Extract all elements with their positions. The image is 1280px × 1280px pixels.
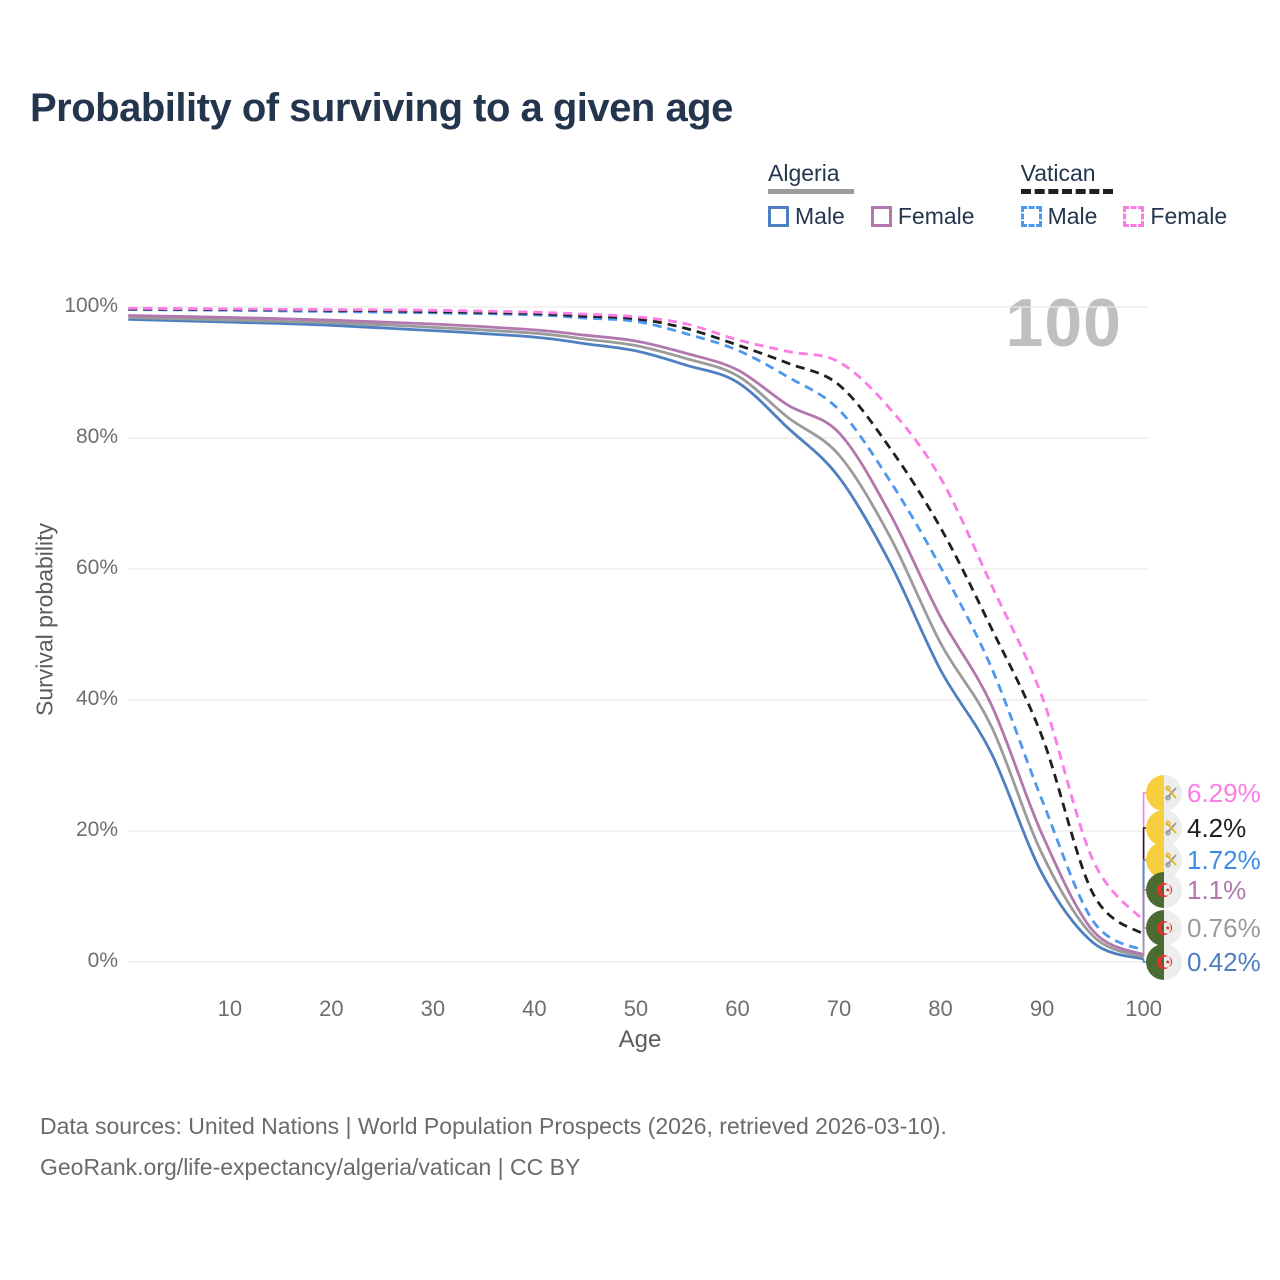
end-value-algeria-all: 0.76% — [1187, 912, 1261, 943]
x-tick-10: 10 — [217, 996, 243, 1021]
x-tick-20: 20 — [319, 996, 344, 1021]
vatican-flag-icon — [1146, 842, 1182, 878]
footer-attribution: Data sources: United Nations | World Pop… — [40, 1106, 947, 1188]
end-label-algeria-male: 0.42% — [1146, 944, 1261, 980]
curve-vatican-all[interactable] — [128, 307, 1145, 936]
algeria-flag-icon — [1146, 944, 1182, 980]
legend-group-vatican: Vatican Male Female — [1020, 160, 1227, 230]
legend-item-label: Male — [795, 203, 845, 229]
legend-group-title-vatican[interactable]: Vatican — [1020, 160, 1096, 186]
end-label-algeria-female: 1.1% — [1146, 872, 1246, 908]
algeria-flag-icon — [1146, 910, 1182, 946]
end-label-vatican-female: 6.29% — [1146, 775, 1261, 811]
legend-item-label: Female — [897, 203, 975, 229]
legend-item-vatican-female[interactable]: Female — [1123, 203, 1227, 230]
end-value-algeria-female: 1.1% — [1187, 874, 1247, 905]
x-tick-80: 80 — [928, 996, 953, 1021]
x-tick-40: 40 — [522, 996, 547, 1021]
end-label-algeria-all: 0.76% — [1146, 910, 1261, 946]
end-label-vatican-all: 4.2% — [1146, 810, 1246, 846]
x-axis-title: Age — [618, 1026, 662, 1053]
y-tick-60%: 60% — [75, 556, 118, 579]
curve-vatican-female[interactable] — [128, 306, 1145, 922]
legend-group-algeria: Algeria Male Female — [768, 160, 975, 230]
footer-data-sources: Data sources: United Nations | World Pop… — [40, 1113, 947, 1139]
legend: Algeria Male Female Vatican Male Female — [768, 160, 1227, 230]
vatican-line-style-sample — [1020, 189, 1113, 194]
legend-item-label: Male — [1047, 203, 1098, 229]
legend-group-title-algeria[interactable]: Algeria — [768, 160, 840, 186]
x-tick-50: 50 — [623, 996, 649, 1021]
y-tick-40%: 40% — [75, 687, 118, 710]
legend-item-label: Female — [1150, 203, 1228, 229]
curve-algeria-male[interactable] — [128, 318, 1145, 961]
curve-algeria-female[interactable] — [128, 314, 1145, 957]
vatican-female-swatch-icon — [1123, 206, 1145, 227]
algeria-flag-icon — [1146, 872, 1182, 908]
x-tick-60: 60 — [725, 996, 750, 1021]
watermark-age-100: 100 — [1005, 285, 1122, 361]
x-tick-90: 90 — [1029, 996, 1055, 1021]
end-value-vatican-male: 1.72% — [1187, 844, 1261, 875]
end-value-vatican-female: 6.29% — [1187, 777, 1261, 808]
legend-item-vatican-male[interactable]: Male — [1020, 203, 1098, 230]
y-tick-80%: 80% — [75, 425, 118, 448]
vatican-male-swatch-icon — [1020, 206, 1042, 227]
y-tick-100%: 100% — [64, 294, 118, 317]
legend-item-algeria-female[interactable]: Female — [870, 203, 975, 230]
algeria-line-style-sample — [768, 189, 854, 194]
legend-item-algeria-male[interactable]: Male — [768, 203, 845, 230]
algeria-female-swatch-icon — [870, 206, 892, 227]
vatican-flag-icon — [1146, 810, 1182, 846]
algeria-male-swatch-icon — [768, 206, 789, 227]
y-tick-20%: 20% — [75, 818, 118, 841]
x-tick-30: 30 — [420, 996, 446, 1021]
footer-source-url: GeoRank.org/life-expectancy/algeria/vati… — [40, 1154, 581, 1180]
x-tick-70: 70 — [826, 996, 852, 1021]
curve-algeria-all[interactable] — [128, 316, 1145, 959]
y-tick-0%: 0% — [87, 949, 118, 972]
end-label-vatican-male: 1.72% — [1146, 842, 1261, 878]
end-value-vatican-all: 4.2% — [1187, 812, 1247, 843]
plot-area — [128, 306, 1150, 963]
end-value-algeria-male: 0.42% — [1187, 946, 1261, 977]
vatican-flag-icon — [1146, 775, 1182, 811]
x-tick-100: 100 — [1125, 996, 1162, 1021]
chart-title: Probability of surviving to a given age — [30, 86, 733, 130]
